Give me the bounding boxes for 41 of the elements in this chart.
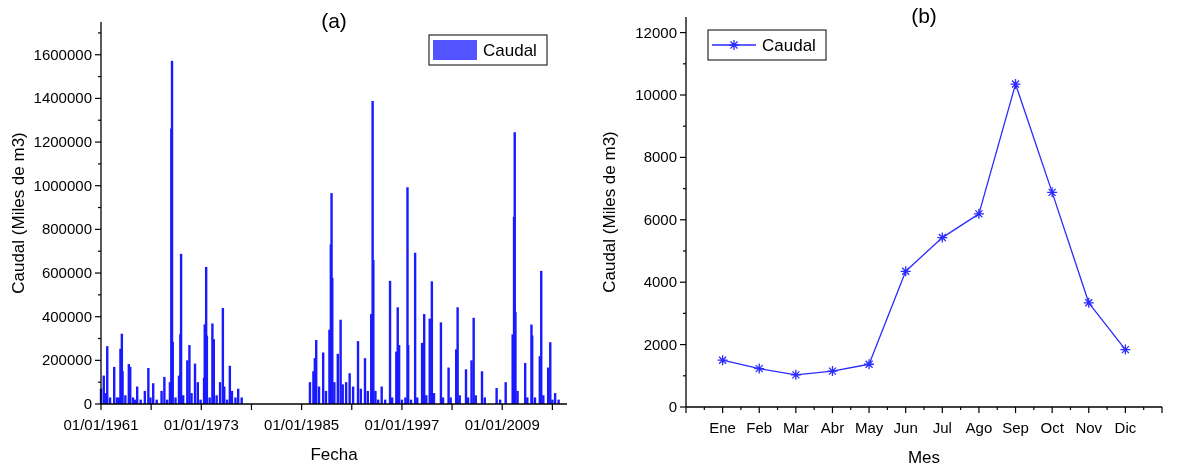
chart-title: (b)	[911, 4, 937, 27]
x-axis-title: Fecha	[310, 445, 359, 464]
y-tick-label: 1200000	[33, 133, 92, 151]
y-tick-label: 6000	[643, 210, 677, 228]
x-tick-label: Oct	[1040, 419, 1065, 436]
y-tick-label: 200000	[41, 351, 92, 369]
x-axis-title: Mes	[907, 448, 941, 467]
x-tick-label: Ago	[965, 419, 993, 436]
y-axis-title: Caudal (Miles de m3)	[9, 132, 28, 294]
y-tick-label: 800000	[41, 220, 92, 238]
y-tick-label: 600000	[41, 264, 92, 282]
x-tick-label: Jun	[893, 419, 918, 436]
x-tick-label: Ene	[709, 419, 736, 436]
y-tick-label: 10000	[635, 86, 677, 103]
y-tick-label: 8000	[643, 148, 677, 166]
y-tick-label: 4000	[643, 273, 677, 291]
y-axis-title: Caudal (Miles de m3)	[600, 131, 619, 293]
x-tick-label: May	[854, 419, 884, 436]
legend-label: Caudal	[762, 36, 816, 55]
chart-title: (a)	[321, 9, 347, 32]
x-tick-label: Dic	[1114, 419, 1137, 436]
x-tick-label: 01/01/1961	[63, 416, 139, 433]
x-tick-label: Sep	[1002, 419, 1029, 436]
x-tick-label: 01/01/1973	[163, 416, 239, 433]
x-tick-label: Nov	[1075, 419, 1103, 436]
x-tick-label: 01/01/2009	[464, 416, 540, 433]
y-tick-label: 400000	[41, 307, 92, 325]
x-tick-label: Abr	[820, 419, 845, 436]
y-tick-label: 1600000	[33, 45, 92, 63]
x-tick-label: 01/01/1985	[264, 416, 340, 433]
y-tick-label: 12000	[635, 23, 677, 41]
legend-label: Caudal	[483, 41, 537, 60]
y-tick-label: 0	[83, 395, 92, 412]
x-tick-label: Jul	[932, 419, 952, 436]
x-tick-label: Mar	[782, 419, 809, 436]
y-tick-label: 1000000	[33, 176, 92, 194]
x-tick-label: 01/01/1997	[364, 416, 440, 433]
y-tick-label: 2000	[643, 335, 677, 353]
y-tick-label: 1400000	[33, 89, 92, 107]
y-tick-label: 0	[668, 398, 677, 415]
x-tick-label: Feb	[746, 419, 773, 436]
